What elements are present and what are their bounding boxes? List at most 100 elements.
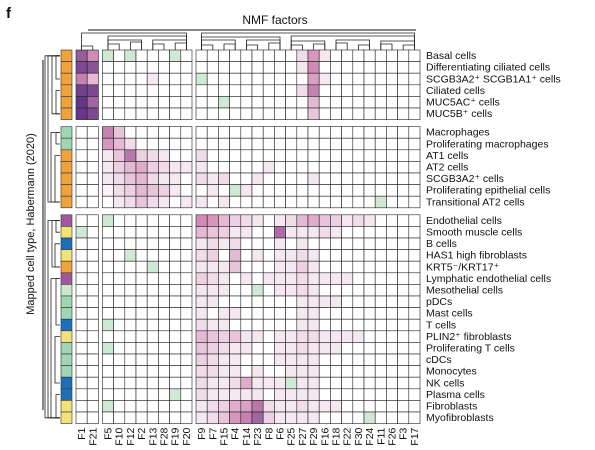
heatmap-cell <box>180 284 193 297</box>
heatmap-cell <box>206 226 219 239</box>
heatmap-cell <box>146 107 159 120</box>
heatmap-cell <box>408 307 421 320</box>
cell-group-swatch <box>60 272 73 285</box>
y-axis-label: Mapped cell type, Habermann (2020) <box>25 133 37 315</box>
heatmap-cell <box>195 195 208 209</box>
heatmap-cell <box>363 84 376 97</box>
heatmap-cell <box>86 49 99 62</box>
heatmap-cell <box>307 126 320 139</box>
heatmap-cell <box>240 249 253 262</box>
heatmap-cell <box>158 249 170 262</box>
heatmap-cell <box>124 195 137 209</box>
heatmap-cell <box>285 149 298 162</box>
heatmap-cell <box>274 353 286 366</box>
heatmap-cell <box>113 376 126 390</box>
heatmap-cell <box>352 272 365 285</box>
heatmap-cell <box>113 249 126 262</box>
heatmap-cell <box>251 260 264 274</box>
heatmap-cell <box>146 49 159 62</box>
heatmap-cell <box>307 107 320 120</box>
heatmap-cell <box>218 353 230 366</box>
heatmap-cell <box>352 342 365 355</box>
heatmap-cell <box>218 149 230 162</box>
heatmap-cell <box>251 107 264 120</box>
heatmap-cell <box>75 307 88 320</box>
heatmap-cell <box>408 411 421 424</box>
heatmap-cell <box>285 295 298 308</box>
heatmap-cell <box>146 84 159 97</box>
heatmap-cell <box>397 172 410 185</box>
heatmap-cell <box>374 137 387 151</box>
heatmap-cell <box>352 376 365 390</box>
heatmap-cell <box>169 353 182 366</box>
heatmap-cell <box>102 400 114 413</box>
heatmap-cell <box>352 295 365 308</box>
heatmap-cell <box>135 376 148 390</box>
heatmap-cell <box>408 400 421 413</box>
heatmap-cell <box>330 184 342 197</box>
heatmap-cell <box>318 388 331 401</box>
heatmap-cell <box>229 295 242 308</box>
heatmap-cell <box>169 184 182 197</box>
heatmap-cell <box>135 107 148 120</box>
heatmap-cell <box>240 137 253 151</box>
heatmap-cell <box>307 330 320 343</box>
heatmap-cell <box>86 214 99 227</box>
heatmap-cell <box>180 149 193 162</box>
heatmap-cell <box>307 84 320 97</box>
heatmap-cell <box>318 411 331 424</box>
heatmap-cell <box>386 237 398 250</box>
row-label: Basal cells <box>426 50 476 62</box>
heatmap-cell <box>363 107 376 120</box>
heatmap-cell <box>206 411 219 424</box>
heatmap-cell <box>124 184 137 197</box>
heatmap-cell <box>218 161 230 174</box>
heatmap-cell <box>296 307 309 320</box>
heatmap-cell <box>240 96 253 109</box>
heatmap-cell <box>397 107 410 120</box>
heatmap-cell <box>75 318 88 332</box>
heatmap-cell <box>102 388 114 401</box>
heatmap-cell <box>113 84 126 97</box>
heatmap-cell <box>146 226 159 239</box>
heatmap-cell <box>86 307 99 320</box>
heatmap-cell <box>352 284 365 297</box>
heatmap-cell <box>285 284 298 297</box>
heatmap-cell <box>75 149 88 162</box>
heatmap-cell <box>240 184 253 197</box>
heatmap-cell <box>75 342 88 355</box>
heatmap-cell <box>330 72 342 86</box>
column-label: F12 <box>125 427 137 445</box>
heatmap-cell <box>218 226 230 239</box>
cell-group-swatch <box>60 149 73 162</box>
heatmap-cell <box>206 295 219 308</box>
heatmap-cell <box>251 307 264 320</box>
heatmap-cell <box>229 72 242 86</box>
heatmap-cell <box>206 137 219 151</box>
heatmap-cell <box>374 272 387 285</box>
heatmap-cell <box>180 84 193 97</box>
heatmap-cell <box>218 411 230 424</box>
heatmap-cell <box>296 214 309 227</box>
heatmap-cell <box>386 400 398 413</box>
heatmap-cell <box>169 272 182 285</box>
heatmap-cell <box>124 260 137 274</box>
dendrogram-branch <box>55 278 60 326</box>
heatmap-cell <box>158 184 170 197</box>
heatmap-cell <box>240 72 253 86</box>
heatmap-cell <box>135 342 148 355</box>
heatmap-cell <box>124 307 137 320</box>
heatmap-cell <box>341 342 354 355</box>
heatmap-cell <box>352 72 365 86</box>
heatmap-cell <box>274 411 286 424</box>
heatmap-cell <box>251 376 264 390</box>
heatmap-cell <box>113 318 126 332</box>
heatmap-cell <box>195 365 208 378</box>
row-label: HAS1 high fibroblasts <box>426 250 527 262</box>
heatmap-cell <box>386 330 398 343</box>
heatmap-cell <box>86 342 99 355</box>
heatmap-cell <box>296 61 309 74</box>
heatmap-cell <box>408 272 421 285</box>
heatmap-cell <box>146 137 159 151</box>
heatmap-cell <box>296 195 309 209</box>
